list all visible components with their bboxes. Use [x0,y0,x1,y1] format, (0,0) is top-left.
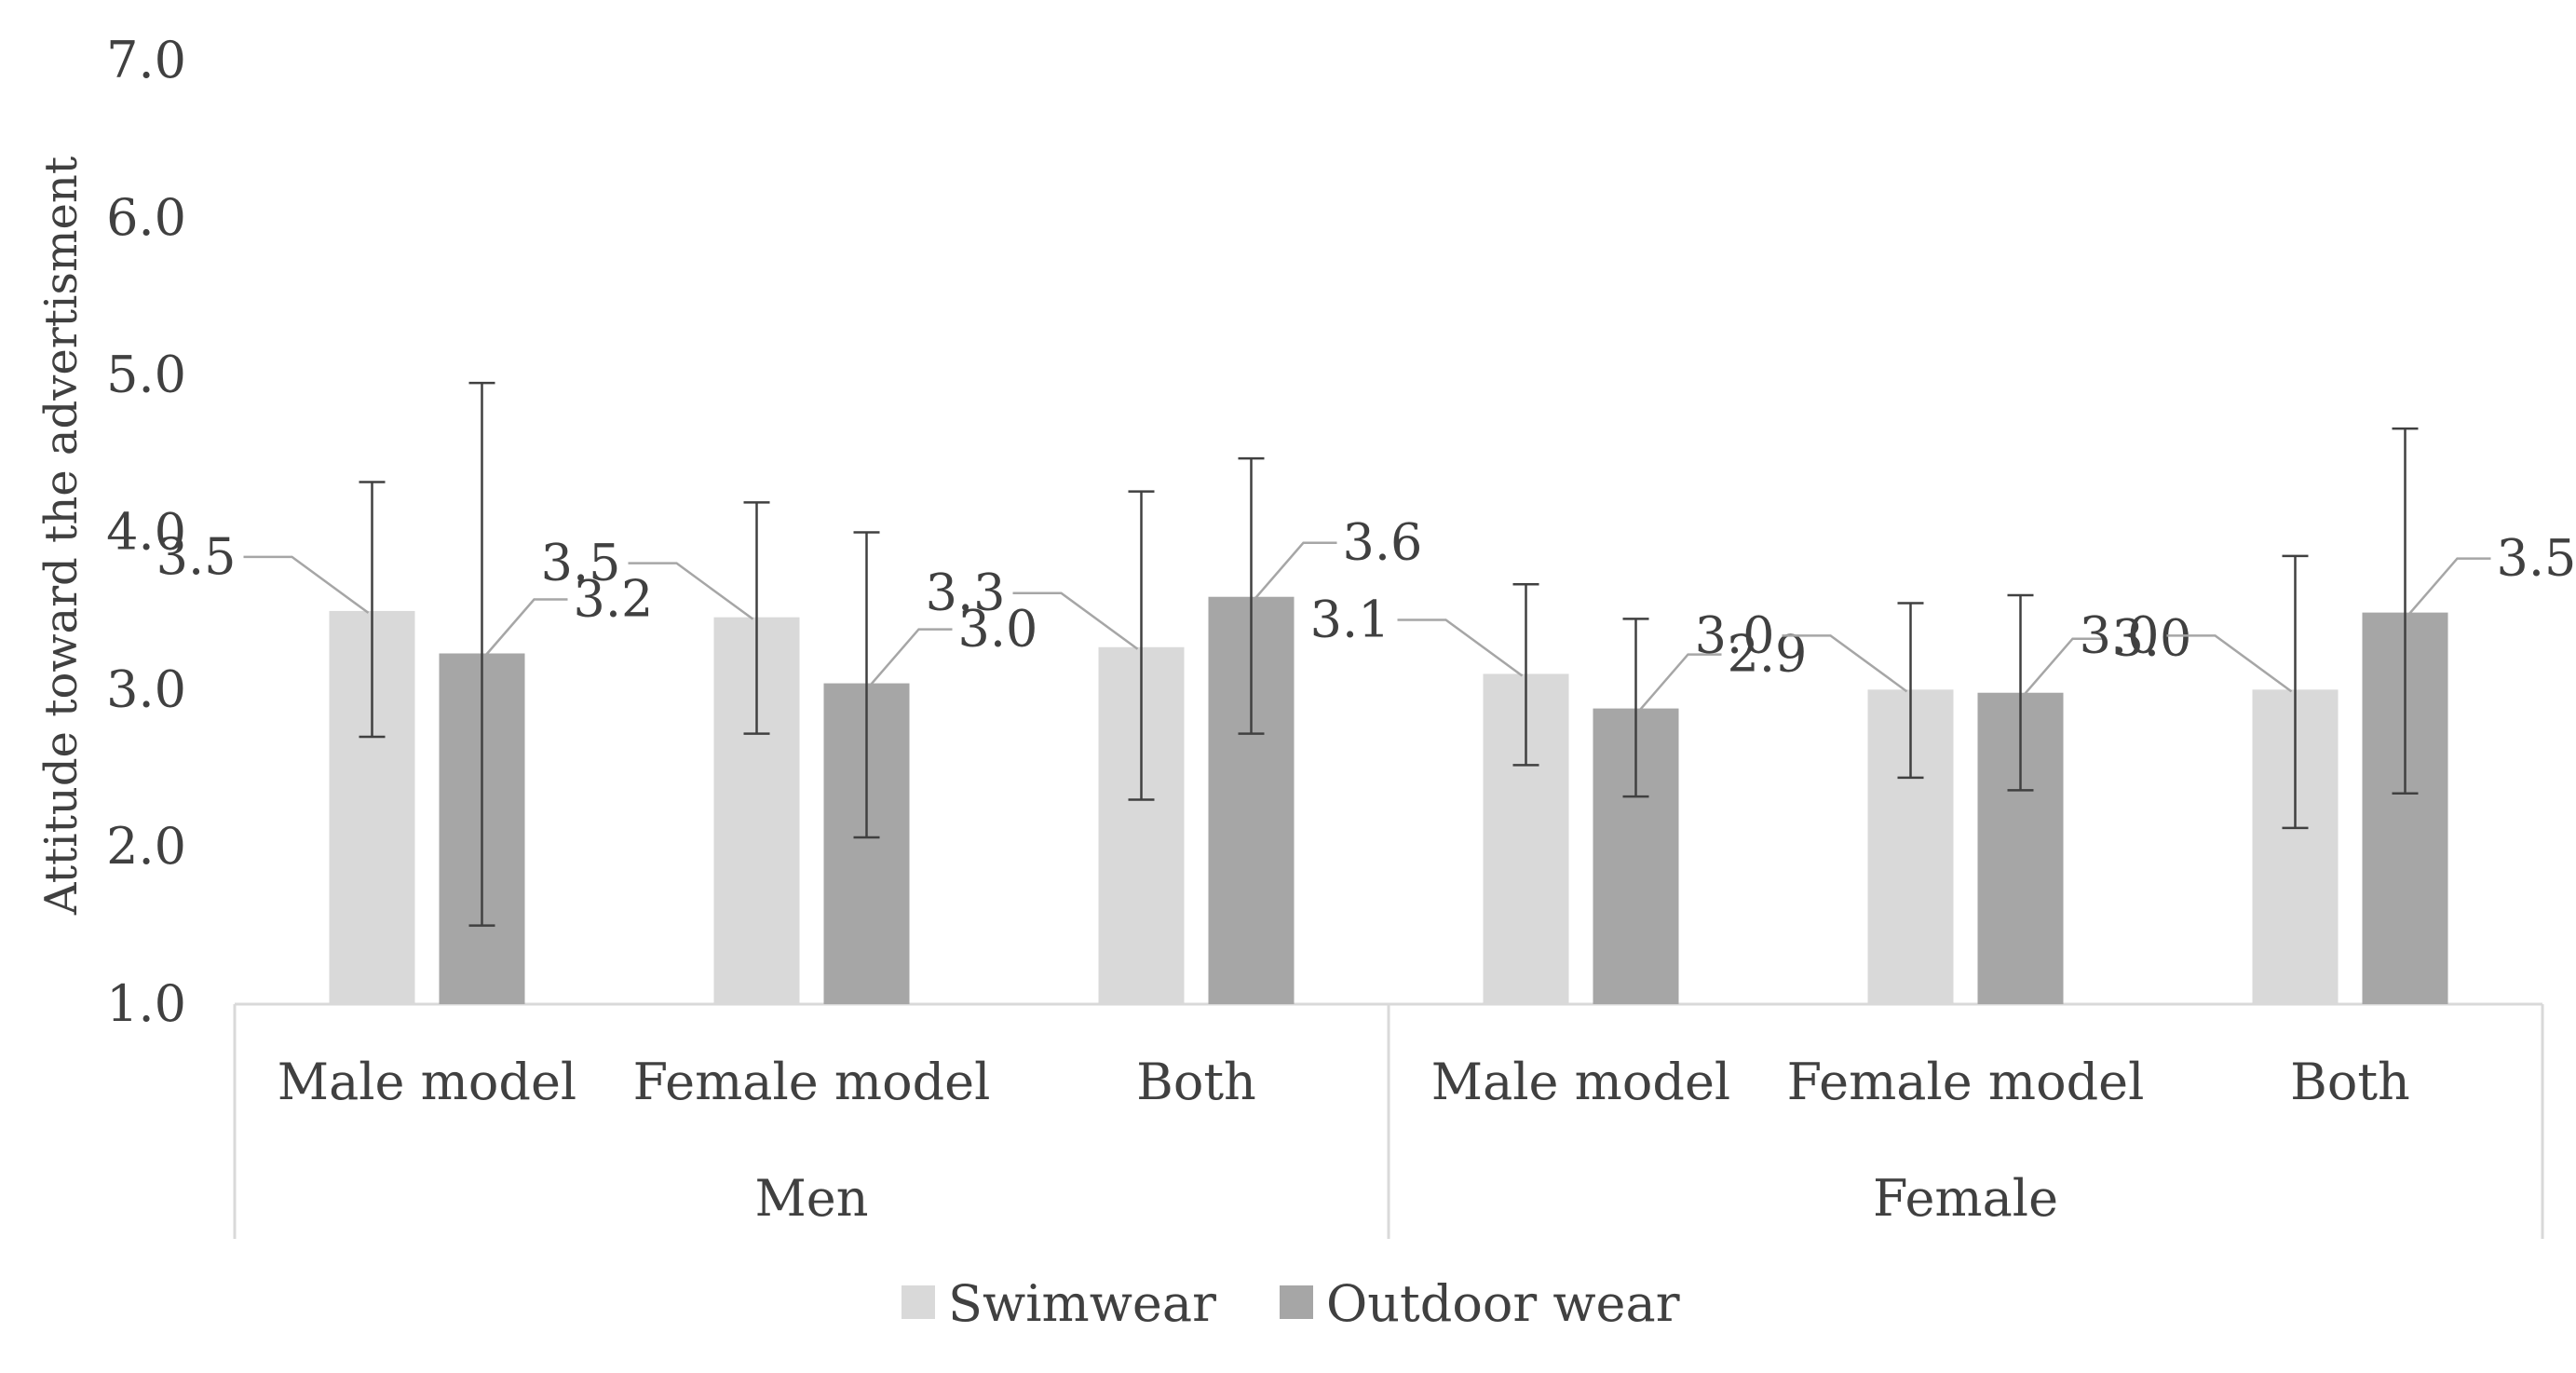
y-axis-title-group: Attitude toward the advertisment [35,156,88,916]
legend: Swimwear Outdoor wear [902,1274,1680,1333]
data-label: 3.0 [1695,605,1775,664]
data-label-leader [2166,634,2293,693]
error-bars [359,381,2419,927]
group-label: Men [754,1169,868,1228]
data-label-leader [1397,619,1524,677]
data-label: 3.2 [574,570,654,629]
y-axis-ticks: 1.0 2.0 3.0 4.0 5.0 6.0 7.0 [106,31,186,1033]
category-label: Both [2290,1053,2410,1111]
y-axis-title: Attitude toward the advertisment [35,156,88,916]
data-label: 3.1 [1310,590,1390,648]
data-label: 3.5 [2497,529,2576,588]
data-label: 3.3 [926,564,1006,622]
group-label: Female [1873,1169,2058,1228]
legend-label: Swimwear [948,1274,1216,1333]
category-label: Female model [633,1053,991,1111]
y-tick-label: 7.0 [106,31,186,89]
data-label-leader [243,555,370,614]
data-label: 3.0 [2112,609,2192,668]
legend-swatch [1280,1285,1313,1319]
y-tick-label: 3.0 [106,659,186,718]
data-label-leader [2407,557,2491,616]
data-label-leader [1254,541,1337,600]
data-label-leader [1012,591,1139,650]
data-label-leader [1782,634,1908,693]
y-tick-label: 1.0 [106,974,186,1033]
legend-label: Outdoor wear [1326,1274,1680,1333]
bars [329,596,2448,1004]
data-label-leader [628,562,754,620]
category-label: Male model [1431,1053,1730,1111]
data-label-leader [2023,637,2107,696]
category-label: Male model [278,1053,576,1111]
data-label-leader [869,628,953,686]
data-label: 3.5 [156,527,237,586]
y-tick-label: 6.0 [106,188,186,247]
category-label: Both [1136,1053,1256,1111]
category-axis-frame [233,1002,2544,1239]
data-label-leader [1638,653,1722,712]
y-tick-label: 5.0 [106,346,186,404]
data-label: 3.0 [958,600,1038,659]
data-label: 3.5 [541,534,621,592]
data-label: 3.6 [1343,513,1423,572]
data-label: 3.0 [2080,605,2160,664]
category-labels: Male model Female model Both Men Male model F… [278,1053,2410,1228]
y-tick-label: 2.0 [106,817,186,876]
category-label: Female model [1787,1053,2145,1111]
data-labels: 3.53.23.53.03.33.63.12.93.0 3.03.03.5 [156,513,2576,712]
y-tick-label: 4.0 [106,503,186,562]
legend-swatch [902,1285,935,1319]
data-label-leader [484,598,568,657]
